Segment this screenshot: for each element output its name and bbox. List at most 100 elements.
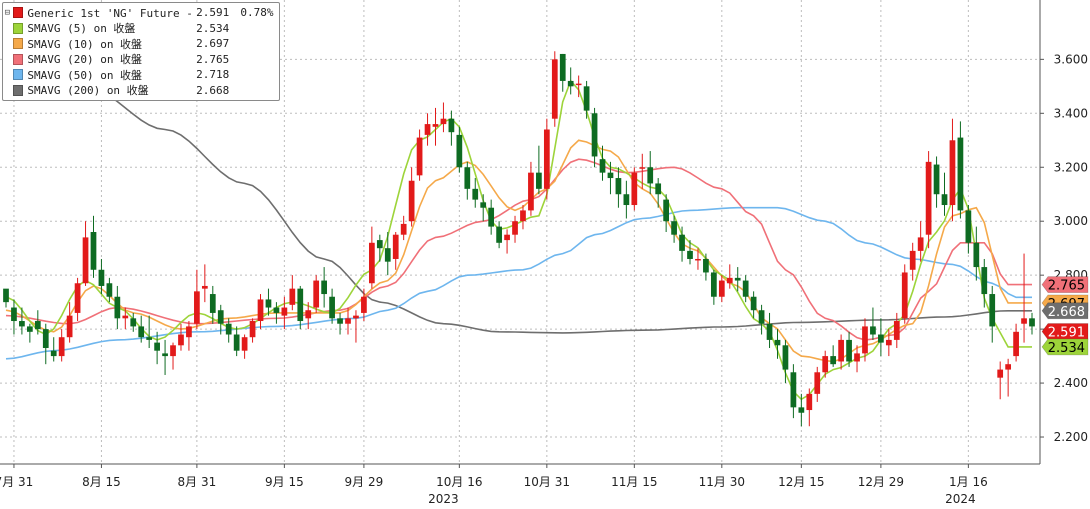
- candle-body: [122, 315, 129, 319]
- candle-body: [909, 250, 916, 270]
- legend-series-name: SMAVG (20) on 收盤: [27, 53, 143, 67]
- sma-line: [5, 206, 1032, 360]
- candle-body: [750, 296, 757, 311]
- candle-body: [456, 134, 463, 168]
- candle-body: [734, 277, 741, 281]
- candle-body: [3, 288, 9, 303]
- candle-body: [106, 283, 113, 297]
- candle-body: [551, 59, 558, 119]
- candle-body: [726, 277, 733, 284]
- legend-entry[interactable]: SMAVG (5) on 收盤 2.534: [3, 21, 279, 37]
- candle-body: [917, 237, 924, 251]
- candle-body: [464, 167, 471, 189]
- candle-body: [170, 345, 176, 357]
- x-year-label: 2024: [945, 492, 976, 506]
- legend-entry[interactable]: SMAVG (10) on 收盤 2.697: [3, 36, 279, 52]
- legend-change: 0.78%: [240, 6, 274, 20]
- candle-body: [623, 194, 630, 206]
- candle-body: [591, 113, 598, 157]
- candle-body: [249, 321, 256, 338]
- candle-body: [973, 242, 980, 268]
- candle-body: [114, 296, 121, 319]
- value-tag-label: 2.765: [1048, 279, 1085, 294]
- x-tick-label: 9月 15: [265, 475, 304, 489]
- x-tick-label: 12月 15: [778, 475, 824, 489]
- legend-value: 2.668: [196, 83, 230, 97]
- legend-value: 2.697: [196, 37, 230, 51]
- sma-line: [5, 158, 1032, 341]
- candle-body: [345, 318, 351, 324]
- candle-body: [321, 280, 328, 295]
- legend-swatch: [12, 22, 24, 34]
- candle-body: [329, 296, 335, 319]
- x-tick-label: 7月 31: [0, 475, 33, 489]
- x-tick-label: 1月 16: [949, 475, 988, 489]
- candle-body: [814, 372, 821, 394]
- candle-body: [384, 248, 391, 262]
- candle-body: [806, 393, 813, 411]
- candle-body: [257, 299, 264, 322]
- x-tick-label: 9月 29: [345, 475, 384, 489]
- candle-body: [480, 202, 487, 208]
- candle-body: [997, 369, 1004, 378]
- candle-body: [496, 226, 502, 243]
- candle-body: [893, 321, 900, 340]
- value-tag: [1041, 276, 1089, 293]
- candle-body: [233, 334, 240, 351]
- candle-body: [631, 172, 638, 206]
- candle-body: [154, 342, 160, 351]
- legend-entry[interactable]: SMAVG (20) on 收盤 2.765: [3, 52, 279, 68]
- y-tick-label: 2.200: [1054, 430, 1088, 444]
- candle-body: [703, 258, 709, 273]
- candle-body: [949, 140, 956, 206]
- legend-series-name: SMAVG (5) on 收盤: [27, 22, 136, 36]
- legend-value: 2.765: [196, 52, 230, 66]
- candle-body: [209, 294, 216, 313]
- candle-body: [957, 137, 964, 211]
- legend-series-name: SMAVG (50) on 收盤: [27, 68, 143, 82]
- legend-swatch: [12, 38, 24, 50]
- legend-swatch: [12, 53, 24, 65]
- x-tick-label: 11月 30: [699, 475, 745, 489]
- candle-body: [981, 267, 988, 295]
- candle-body: [297, 288, 304, 322]
- candle-body: [655, 183, 662, 195]
- candle-body: [687, 250, 693, 259]
- candle-body: [162, 353, 168, 357]
- legend-entry[interactable]: SMAVG (50) on 收盤 2.718: [3, 67, 279, 83]
- candle-body: [695, 258, 701, 261]
- candle-body: [901, 272, 908, 319]
- chart-legend[interactable]: ⊟ Generic 1st 'NG' Future - 最新價2.591 0.78%…: [2, 2, 280, 101]
- candle-body: [440, 118, 447, 125]
- candle-body: [885, 339, 892, 346]
- y-tick-label: 3.400: [1054, 106, 1088, 120]
- candle-body: [782, 345, 789, 370]
- candle-body: [925, 161, 932, 235]
- x-tick-label: 8月 15: [82, 475, 121, 489]
- expand-icon: ⊟: [4, 7, 11, 18]
- candle-body: [965, 210, 972, 243]
- candle-body: [846, 339, 852, 362]
- x-tick-label: 8月 31: [178, 475, 217, 489]
- candle-body: [766, 323, 773, 340]
- legend-entry[interactable]: ⊟ Generic 1st 'NG' Future - 最新價2.591 0.78%: [3, 5, 279, 21]
- candle-body: [742, 280, 749, 297]
- candle-body: [408, 180, 415, 222]
- candle-body: [74, 283, 81, 313]
- candle-body: [528, 172, 534, 211]
- candle-body: [26, 326, 33, 332]
- legend-swatch: [12, 84, 24, 96]
- candle-body: [941, 194, 948, 206]
- candle-body: [559, 53, 566, 81]
- candle-body: [488, 207, 495, 227]
- candle-body: [273, 307, 280, 313]
- legend-swatch: [12, 69, 24, 81]
- candle-body: [368, 242, 375, 284]
- candle-body: [536, 172, 542, 189]
- candle-body: [448, 118, 455, 133]
- value-tag: [1041, 338, 1089, 356]
- legend-entry[interactable]: SMAVG (200) on 收盤 2.668: [3, 83, 279, 99]
- y-tick-label: 2.400: [1054, 376, 1088, 390]
- candle-body: [353, 315, 359, 319]
